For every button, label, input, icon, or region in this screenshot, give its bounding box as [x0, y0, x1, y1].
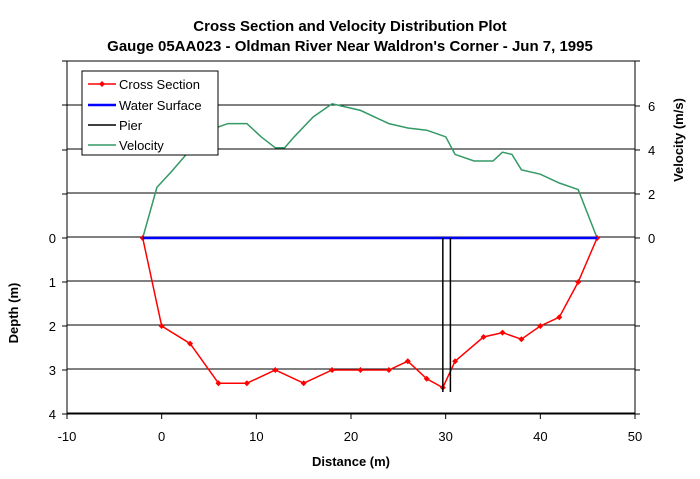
cross-section-point: [423, 375, 430, 382]
legend-label-water-surface: Water Surface: [119, 98, 202, 113]
cross-section-point: [452, 358, 459, 365]
legend-box: [81, 70, 219, 156]
cross-section-point: [404, 358, 411, 365]
chart-subtitle: Gauge 05AA023 - Oldman River Near Waldro…: [107, 38, 593, 55]
x-tick-label: 40: [533, 429, 547, 444]
cross-section-point: [243, 380, 250, 387]
legend-label-cross-section: Cross Section: [119, 77, 200, 92]
cross-section-point: [300, 380, 307, 387]
x-tick-label: 0: [158, 429, 165, 444]
velocity-tick-label: 0: [648, 231, 655, 246]
chart-title: Cross Section and Velocity Distribution …: [193, 18, 507, 35]
legend-label-velocity: Velocity: [119, 138, 164, 153]
cross-section-point: [385, 367, 392, 373]
cross-section-point: [480, 334, 487, 340]
x-tick-label: 50: [628, 429, 642, 444]
y-axis-right-title: Velocity (m/s): [671, 98, 686, 182]
x-tick-label: -10: [58, 429, 77, 444]
y-axis-left-title: Depth (m): [6, 283, 21, 344]
depth-tick-label: 1: [49, 275, 56, 290]
velocity-tick-label: 6: [648, 99, 655, 114]
x-axis-title: Distance (m): [312, 454, 390, 469]
legend-label-pier: Pier: [119, 118, 143, 133]
cross-section-point: [518, 336, 525, 343]
depth-tick-label: 0: [49, 231, 56, 246]
cross-section-point: [556, 314, 563, 321]
velocity-tick-label: 4: [648, 143, 655, 158]
x-tick-label: 20: [344, 429, 358, 444]
cross-section-point: [272, 367, 279, 373]
depth-tick-label: 2: [49, 319, 56, 334]
depth-tick-label: 4: [49, 407, 56, 422]
velocity-line: [141, 102, 598, 239]
cross-section-point: [329, 367, 336, 373]
series-layer: [139, 102, 601, 392]
x-tick-label: 10: [249, 429, 263, 444]
cross-section-point: [215, 380, 222, 387]
velocity-tick-label: 2: [648, 187, 655, 202]
legend: Cross Section Water Surface Pier Velocit…: [81, 70, 219, 156]
cross-section-point: [575, 279, 582, 285]
cross-section-point: [499, 329, 506, 336]
x-tick-label: 30: [438, 429, 452, 444]
legend-marker-cross-section: [99, 81, 105, 87]
depth-tick-label: 3: [49, 363, 56, 378]
cross-section-point: [187, 340, 194, 347]
cross-section-point: [357, 367, 364, 373]
cross-section-point: [158, 323, 165, 329]
cross-section-point: [537, 323, 544, 329]
